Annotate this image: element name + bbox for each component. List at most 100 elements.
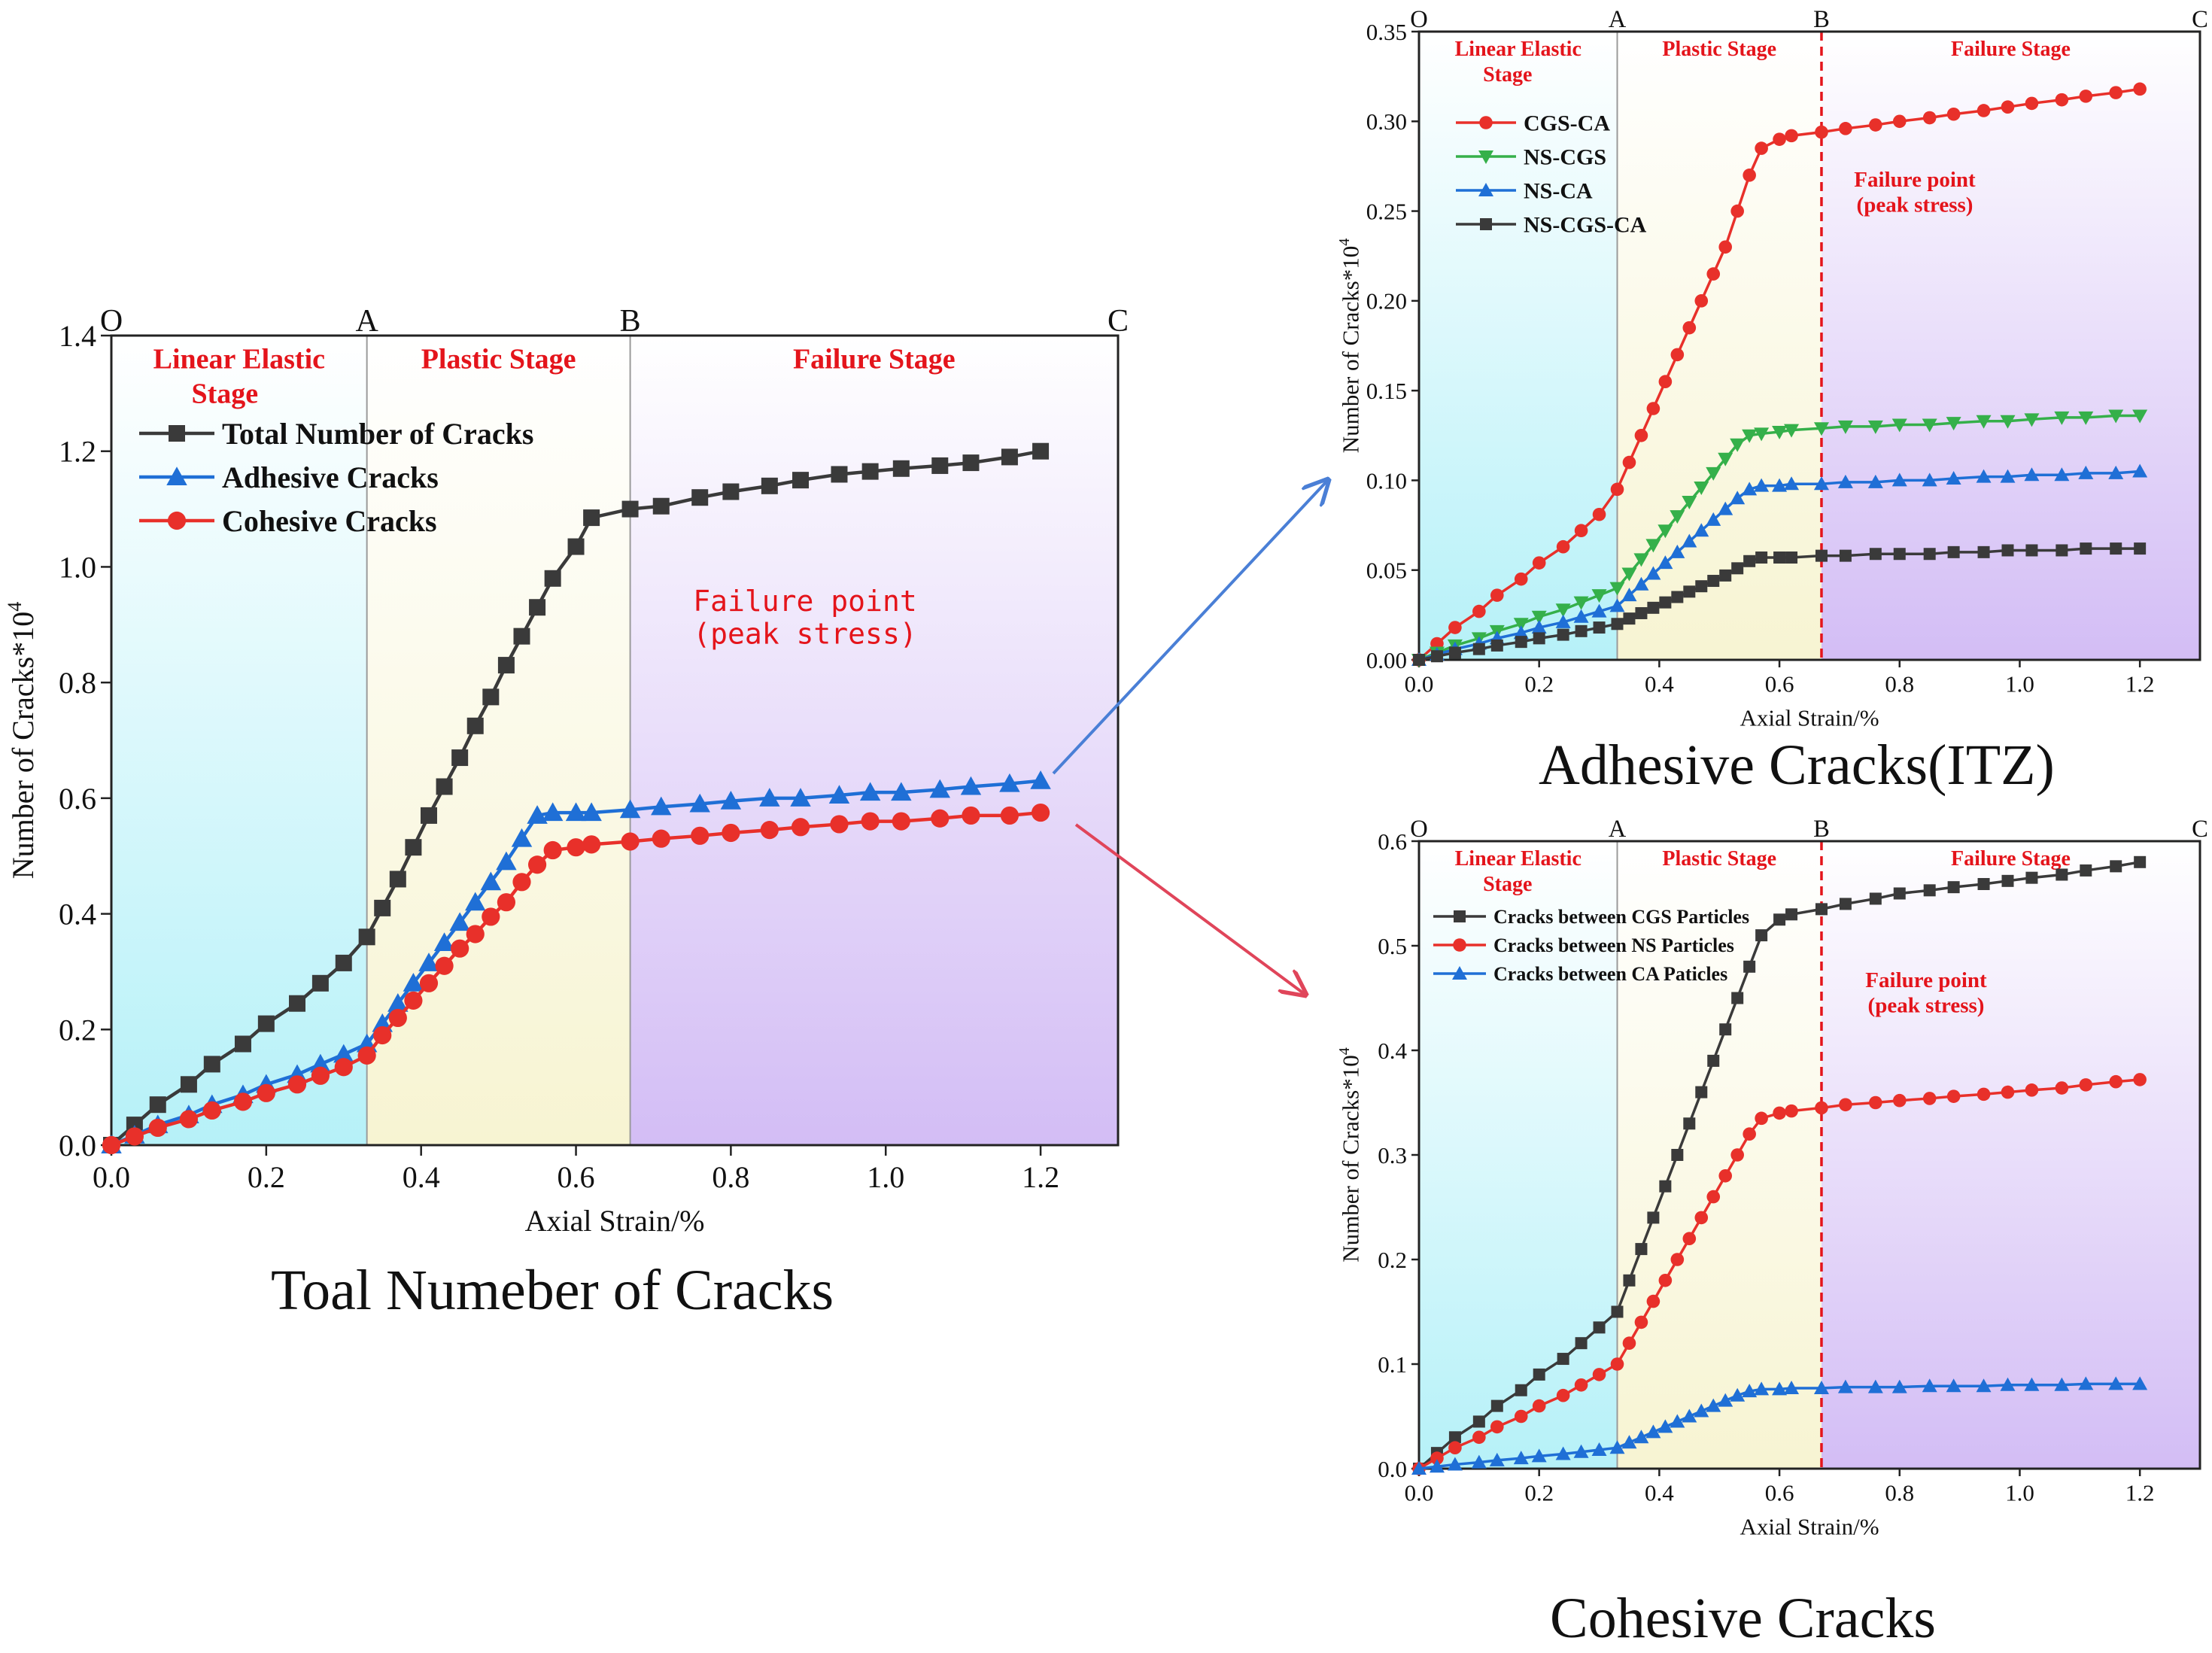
x-tick-label: 0.8 [1885,1480,1914,1506]
data-point [1621,588,1637,602]
y-tick-label: 0.0 [59,1129,96,1162]
data-point [1623,612,1636,625]
data-point [1633,576,1649,591]
data-point [2025,96,2039,111]
data-point [2001,100,2015,114]
data-point [1694,1403,1709,1418]
data-point [1429,1459,1445,1473]
data-point [1413,654,1425,666]
data-point [792,472,810,489]
data-point [257,1083,275,1102]
legend-label: Adhesive Cracks [222,460,439,494]
y-tick-label: 0.6 [59,782,96,816]
y-tick-label: 1.0 [59,550,96,584]
stage-letter-c: C [1108,304,1129,339]
data-point [1591,603,1607,618]
data-point [1773,132,1786,146]
x-tick-label: 0.0 [1405,671,1434,697]
data-point [1658,375,1673,389]
stage-letter-o: O [1410,6,1428,33]
legend-label: NS-CGS [1524,145,1606,170]
data-point [1647,1211,1660,1224]
data-point [1694,523,1709,537]
data-point [1892,114,1907,129]
data-point [420,807,437,824]
data-point [1922,473,1937,487]
data-point [1557,628,1569,641]
data-point [2025,871,2038,884]
data-point [1683,585,1696,598]
data-point [418,953,439,971]
y-tick-label: 0.8 [59,666,96,700]
data-point [2134,855,2147,868]
data-point [1609,582,1625,596]
data-point [1773,1106,1786,1120]
data-point [1472,643,1485,655]
y-tick-label: 0.2 [1378,1247,1407,1273]
stage-letter-c: C [2192,6,2208,33]
stage-label-failure: Failure Stage [1951,847,2071,871]
data-point [1531,610,1547,624]
data-point [1706,267,1721,281]
data-point [1946,1089,1961,1103]
data-point [1773,552,1786,564]
data-point [1977,877,1990,890]
zoom-arrow-adhesive [1052,480,1328,775]
peak-stress-label: (peak stress) [1868,993,1985,1017]
data-point [1001,448,1018,466]
legend-label: NS-CGS-CA [1524,213,1647,238]
data-point [1531,1448,1547,1463]
data-point [582,835,601,854]
data-point [480,871,502,891]
data-point [931,457,949,474]
series-adhesive-cracks: Adhesive Cracks [101,460,1051,1153]
stage-letter-b: B [1813,6,1830,33]
data-point [1743,169,1756,182]
x-tick-label: 1.0 [2005,671,2034,697]
plot-frame [110,334,1120,1147]
data-point [1532,1399,1546,1413]
data-point [999,773,1020,792]
data-point [830,815,849,834]
data-point [466,925,485,943]
y-tick-label: 0.00 [1366,647,1407,673]
data-point [2078,465,2094,479]
x-axis-title: Axial Strain/% [1740,1514,1879,1540]
chart-main: 0.0 0.2 0.4 0.6 0.8 1.0 1.2 0.0 0.2 0.4 0.6 0.8 1.0 1… [4,304,1129,1238]
data-point [1448,1441,1462,1454]
data-point [1891,1379,1907,1393]
data-point [451,749,469,767]
data-point [1682,1408,1697,1423]
data-point [1813,422,1829,436]
data-point [2001,874,2014,887]
plot-frame [1417,30,2201,661]
data-point [1448,646,1461,659]
data-point [1707,1054,1720,1067]
data-point [1893,548,1906,561]
legend-swatch-marker [166,466,187,485]
data-point [310,1053,331,1073]
legend-swatch-marker [1480,218,1492,230]
data-point [722,823,740,843]
x-axis-title: Axial Strain/% [1740,705,1879,731]
y-tick-label: 0.30 [1366,108,1407,135]
stage-label-linear-2: Stage [1483,63,1532,87]
data-point [233,1092,253,1111]
data-point [892,812,910,831]
data-point [1785,908,1798,921]
data-point [1731,562,1744,575]
data-point [287,1075,307,1094]
data-point [720,790,742,810]
data-point [1645,566,1661,580]
data-point [1682,1232,1697,1245]
data-point [1592,1368,1606,1381]
data-point [1555,603,1571,618]
data-point [652,829,670,848]
data-point [1635,1243,1648,1256]
data-point [1742,1384,1758,1398]
data-point [542,802,564,822]
data-point [652,497,670,515]
data-point [1837,420,1853,434]
data-point [374,899,391,916]
